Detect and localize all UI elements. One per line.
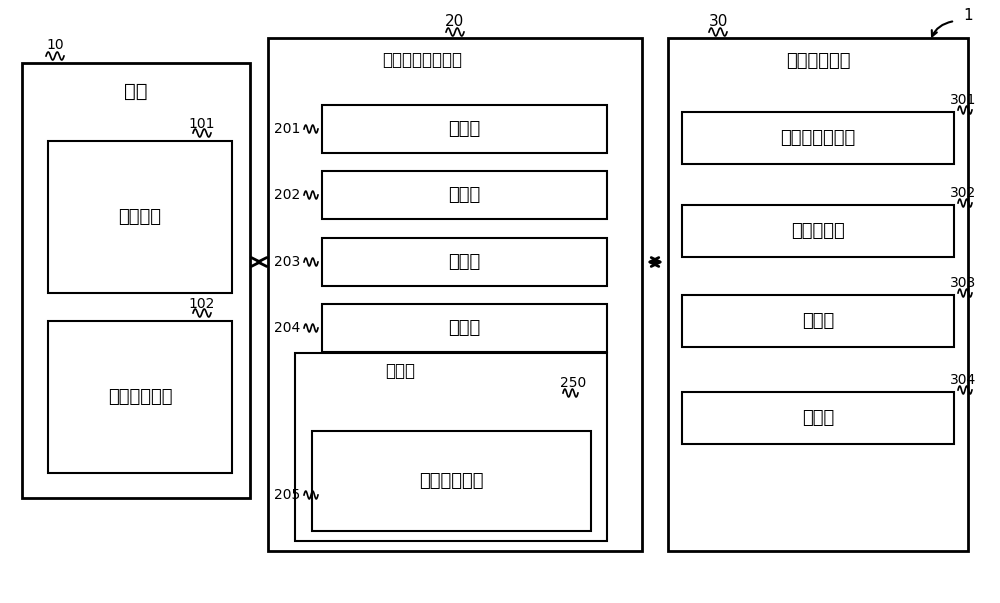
Text: 学习完成模型: 学习完成模型 [419, 472, 484, 490]
Text: 250: 250 [560, 376, 586, 390]
Bar [322, 304, 607, 352]
Text: 存储部: 存储部 [802, 409, 834, 427]
Text: 101: 101 [189, 117, 215, 131]
Text: 辅助动作机器: 辅助动作机器 [108, 388, 172, 406]
Text: 存储部: 存储部 [385, 362, 415, 380]
Text: 303: 303 [950, 276, 976, 290]
Text: 输入数据取得部: 输入数据取得部 [780, 129, 856, 147]
Text: 201: 201 [274, 122, 300, 136]
Bar [48, 321, 232, 473]
Text: 301: 301 [950, 93, 976, 107]
Text: 机床: 机床 [124, 81, 148, 101]
Text: 30: 30 [708, 13, 728, 28]
Bar [322, 238, 607, 286]
Bar [48, 141, 232, 293]
Bar [295, 353, 607, 541]
Bar [322, 171, 607, 219]
Text: 1: 1 [963, 7, 973, 22]
Bar [22, 63, 250, 498]
Text: 标签取得部: 标签取得部 [791, 222, 845, 240]
Text: 304: 304 [950, 373, 976, 387]
Text: 消耗电力预测装置: 消耗电力预测装置 [382, 51, 462, 69]
Text: 204: 204 [274, 321, 300, 335]
Bar [268, 38, 642, 551]
Text: 机器学习装置: 机器学习装置 [786, 52, 850, 70]
Bar [682, 392, 954, 444]
Text: 205: 205 [274, 488, 300, 502]
Text: 输入部: 输入部 [448, 120, 481, 138]
Text: 202: 202 [274, 188, 300, 202]
Text: 控制装置: 控制装置 [119, 208, 162, 226]
Text: 102: 102 [189, 297, 215, 311]
Bar [668, 38, 968, 551]
Text: 10: 10 [46, 38, 64, 52]
Text: 学习部: 学习部 [802, 312, 834, 330]
Bar [322, 105, 607, 153]
Bar [682, 295, 954, 347]
Text: 通知部: 通知部 [448, 319, 481, 337]
Text: 203: 203 [274, 255, 300, 269]
Text: 302: 302 [950, 186, 976, 200]
Bar [682, 205, 954, 257]
Text: 20: 20 [445, 13, 465, 28]
Bar [682, 112, 954, 164]
Text: 决定部: 决定部 [448, 253, 481, 271]
Text: 预测部: 预测部 [448, 186, 481, 204]
Bar [312, 431, 591, 531]
